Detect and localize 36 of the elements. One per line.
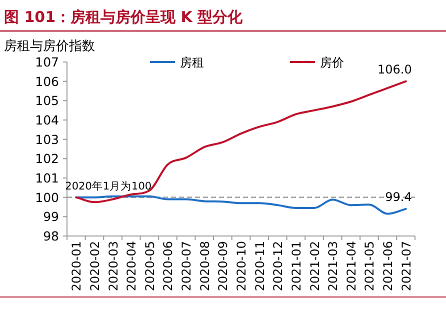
x-tick-label: 2020-05 <box>142 241 157 292</box>
y-tick-label: 98 <box>43 228 60 244</box>
x-tick-label: 2020-08 <box>198 241 212 292</box>
x-tick-label: 2020-10 <box>234 241 248 292</box>
annotation: 106.0 <box>377 62 412 76</box>
y-tick-label: 103 <box>35 132 59 147</box>
x-tick-label: 2021-04 <box>344 241 358 292</box>
x-tick-label: 2020-02 <box>88 241 102 292</box>
chart-title: 图 101：房租与房价呈现 K 型分化 <box>4 8 244 26</box>
y-tick-label: 104 <box>35 112 60 128</box>
y-tick-label: 102 <box>35 151 59 166</box>
y-tick-label: 100 <box>35 190 60 205</box>
annotation: 2020年1月为100 <box>65 179 152 192</box>
x-tick-label: 2020-01 <box>70 241 84 292</box>
y-tick-label: 105 <box>35 93 59 108</box>
legend-label: 房租 <box>180 56 204 70</box>
y-tick-label: 99 <box>43 209 60 224</box>
y-tick-label: 107 <box>35 54 59 70</box>
x-tick-label: 2020-09 <box>216 241 230 292</box>
x-tick-label: 2021-02 <box>308 241 322 292</box>
x-tick-label: 2021-03 <box>326 241 340 292</box>
annotation: 99.4 <box>385 190 412 204</box>
x-tick-label: 2021-06 <box>381 241 396 292</box>
legend-label: 房价 <box>320 56 344 70</box>
x-tick-label: 2020-12 <box>271 241 286 292</box>
x-tick-label: 2021-01 <box>289 241 304 292</box>
x-tick-label: 2020-06 <box>161 241 176 292</box>
y-axis-title: 房租与房价指数 <box>4 38 95 54</box>
x-tick-label: 2020-07 <box>180 241 194 292</box>
x-tick-label: 2020-11 <box>252 241 267 292</box>
x-tick-label: 2020-04 <box>124 241 139 292</box>
x-tick-label: 2020-03 <box>106 241 120 292</box>
y-tick-label: 106 <box>35 74 60 89</box>
x-tick-label: 2021-05 <box>362 241 377 292</box>
x-tick-label: 2021-07 <box>399 241 414 292</box>
y-tick-label: 101 <box>35 170 59 186</box>
